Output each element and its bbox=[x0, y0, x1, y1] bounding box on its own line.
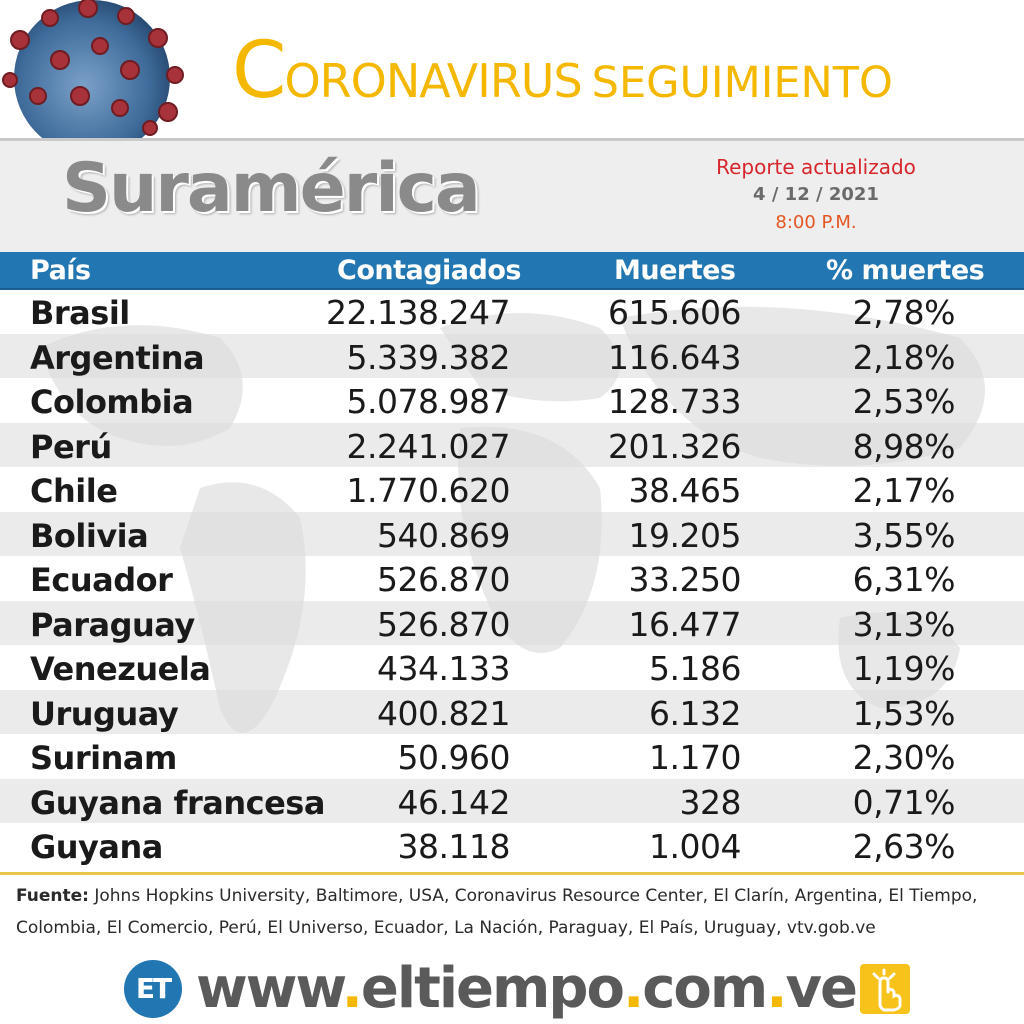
region-title: Suramérica bbox=[62, 149, 481, 228]
coronavirus-icon bbox=[0, 0, 200, 138]
death-rate-cell: 0,71% bbox=[852, 782, 956, 822]
country-cell: Perú bbox=[30, 427, 112, 466]
url-com: com bbox=[642, 956, 768, 1021]
cases-cell: 400.821 bbox=[377, 693, 510, 733]
cases-cell: 434.133 bbox=[377, 649, 510, 688]
country-cell: Argentina bbox=[30, 338, 205, 377]
deaths-cell: 5.186 bbox=[649, 649, 741, 688]
source-label: Fuente: bbox=[16, 886, 89, 906]
table-row: Chile 1.770.620 38.465 2,17% bbox=[0, 467, 1024, 511]
death-rate-cell: 2,18% bbox=[852, 337, 956, 377]
death-rate-cell: 1,19% bbox=[852, 649, 956, 688]
cases-cell: 46.142 bbox=[397, 782, 511, 822]
url-dot: . bbox=[766, 956, 787, 1021]
deaths-cell: 16.477 bbox=[628, 604, 742, 644]
report-label: Reporte actualizado bbox=[716, 155, 916, 179]
column-header-country: País bbox=[30, 255, 91, 286]
stats-table: País Contagiados Muertes % muertes Brasi… bbox=[0, 252, 1024, 872]
title-initial: C bbox=[232, 26, 286, 116]
table-row: Surinam 50.960 1.170 2,30% bbox=[0, 734, 1024, 778]
cases-cell: 38.118 bbox=[397, 827, 511, 866]
death-rate-cell: 3,55% bbox=[852, 515, 956, 555]
death-rate-cell: 2,17% bbox=[852, 471, 956, 510]
death-rate-cell: 2,30% bbox=[852, 738, 956, 777]
page-header: CORONAVIRUS SEGUIMIENTO bbox=[0, 0, 1024, 138]
country-cell: Brasil bbox=[30, 294, 130, 332]
table-header: País Contagiados Muertes % muertes bbox=[0, 252, 1024, 290]
table-row: Argentina 5.339.382 116.643 2,18% bbox=[0, 333, 1024, 378]
deaths-cell: 328 bbox=[679, 782, 742, 822]
column-header-deaths: Muertes bbox=[614, 255, 736, 286]
cases-cell: 50.960 bbox=[397, 738, 511, 777]
url-dot: . bbox=[622, 956, 644, 1021]
cases-cell: 5.078.987 bbox=[346, 382, 511, 421]
country-cell: Surinam bbox=[30, 739, 177, 777]
title-subword: SEGUIMIENTO bbox=[591, 58, 893, 108]
table-row: Colombia 5.078.987 128.733 2,53% bbox=[0, 378, 1024, 422]
cases-cell: 2.241.027 bbox=[346, 426, 511, 466]
death-rate-cell: 3,13% bbox=[852, 604, 956, 644]
country-cell: Paraguay bbox=[30, 605, 195, 644]
cases-cell: 22.138.247 bbox=[326, 293, 510, 332]
footer: ET www.eltiempo.com.ve bbox=[0, 950, 1024, 1024]
source-text: Johns Hopkins University, Baltimore, USA… bbox=[16, 886, 978, 938]
cases-cell: 540.869 bbox=[377, 515, 510, 555]
country-cell: Ecuador bbox=[30, 561, 173, 599]
cases-cell: 1.770.620 bbox=[346, 471, 511, 510]
table-row: Venezuela 434.133 5.186 1,19% bbox=[0, 645, 1024, 689]
divider bbox=[0, 872, 1024, 875]
et-logo: ET bbox=[124, 960, 182, 1018]
hand-pointer-icon bbox=[860, 964, 910, 1014]
deaths-cell: 128.733 bbox=[608, 382, 741, 421]
country-cell: Uruguay bbox=[30, 694, 179, 733]
report-date: 4 / 12 / 2021 bbox=[753, 184, 879, 205]
report-info: Reporte actualizado 4 / 12 / 2021 8:00 P… bbox=[706, 153, 926, 237]
website-url[interactable]: www.eltiempo.com.ve bbox=[196, 956, 858, 1021]
country-cell: Guyana bbox=[30, 828, 163, 866]
cases-cell: 526.870 bbox=[377, 604, 510, 644]
column-header-cases: Contagiados bbox=[337, 255, 521, 286]
death-rate-cell: 6,31% bbox=[852, 560, 956, 599]
report-time: 8:00 P.M. bbox=[775, 212, 857, 233]
death-rate-cell: 2,78% bbox=[852, 293, 956, 332]
death-rate-cell: 2,53% bbox=[852, 382, 956, 421]
country-cell: Venezuela bbox=[30, 650, 211, 688]
source-note: Fuente: Johns Hopkins University, Baltim… bbox=[16, 880, 1011, 944]
country-cell: Guyana francesa bbox=[30, 783, 325, 822]
url-ve: ve bbox=[785, 956, 858, 1021]
table-row: Ecuador 526.870 33.250 6,31% bbox=[0, 556, 1024, 600]
table-row: Perú 2.241.027 201.326 8,98% bbox=[0, 422, 1024, 467]
death-rate-cell: 8,98% bbox=[852, 426, 956, 466]
death-rate-cell: 2,63% bbox=[852, 827, 956, 866]
deaths-cell: 1.170 bbox=[649, 738, 741, 777]
deaths-cell: 615.606 bbox=[608, 293, 741, 332]
title-word: ORONAVIRUS bbox=[284, 54, 582, 108]
table-row: Guyana 38.118 1.004 2,63% bbox=[0, 823, 1024, 867]
url-domain: eltiempo bbox=[360, 956, 625, 1021]
region-header: Suramérica Reporte actualizado 4 / 12 / … bbox=[0, 138, 1024, 255]
cases-cell: 526.870 bbox=[377, 560, 510, 599]
table-row: Paraguay 526.870 16.477 3,13% bbox=[0, 600, 1024, 645]
country-cell: Bolivia bbox=[30, 516, 149, 555]
country-cell: Chile bbox=[30, 472, 118, 510]
deaths-cell: 116.643 bbox=[608, 337, 741, 377]
column-header-death-rate: % muertes bbox=[826, 255, 985, 286]
table-row: Guyana francesa 46.142 328 0,71% bbox=[0, 778, 1024, 823]
deaths-cell: 201.326 bbox=[608, 426, 741, 466]
deaths-cell: 1.004 bbox=[649, 827, 741, 866]
deaths-cell: 33.250 bbox=[628, 560, 742, 599]
death-rate-cell: 1,53% bbox=[852, 693, 956, 733]
deaths-cell: 6.132 bbox=[649, 693, 741, 733]
url-dot: . bbox=[341, 956, 363, 1021]
table-row: Bolivia 540.869 19.205 3,55% bbox=[0, 511, 1024, 556]
table-row: Brasil 22.138.247 615.606 2,78% bbox=[0, 289, 1024, 333]
cases-cell: 5.339.382 bbox=[346, 337, 511, 377]
table-row: Uruguay 400.821 6.132 1,53% bbox=[0, 689, 1024, 734]
url-www: www bbox=[196, 956, 344, 1021]
country-cell: Colombia bbox=[30, 383, 194, 421]
main-title: CORONAVIRUS SEGUIMIENTO bbox=[232, 26, 893, 116]
deaths-cell: 38.465 bbox=[628, 471, 742, 510]
deaths-cell: 19.205 bbox=[628, 515, 742, 555]
